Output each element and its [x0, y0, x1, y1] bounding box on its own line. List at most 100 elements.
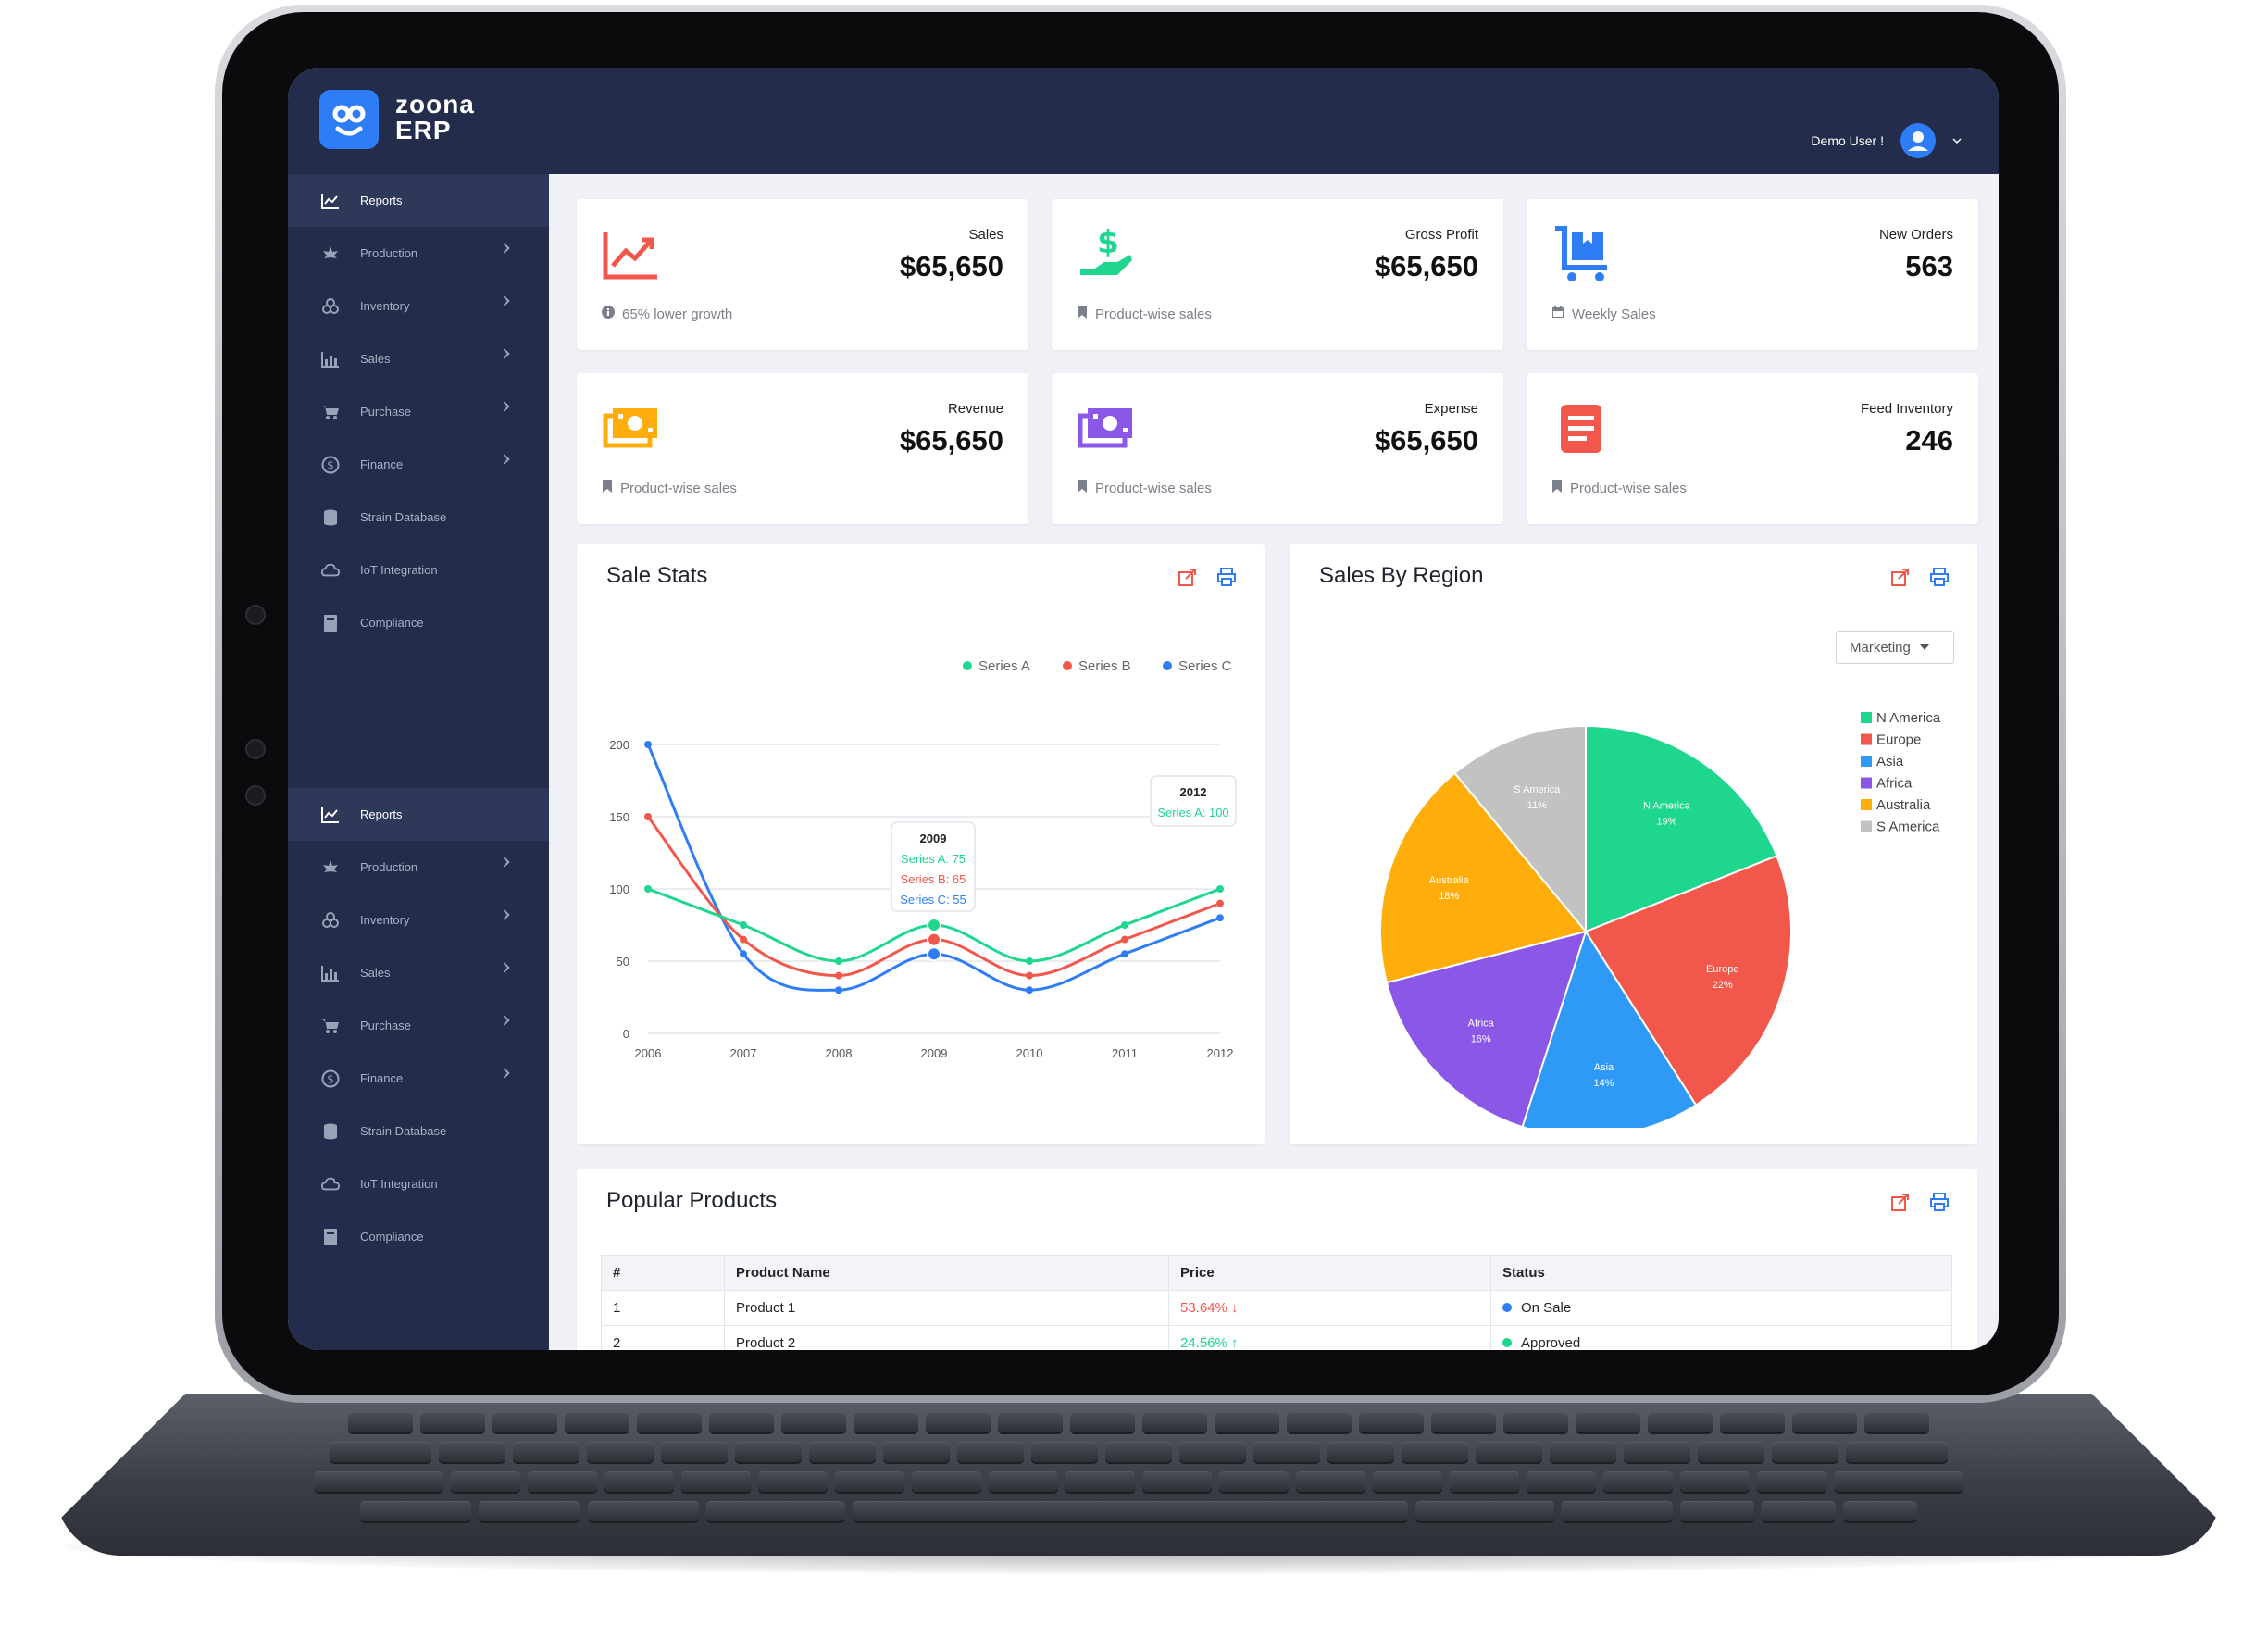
legend-label: N America — [1876, 710, 1941, 726]
pie-slice-australia[interactable] — [1379, 771, 1588, 984]
data-point — [1216, 914, 1224, 922]
pie-slice-europe[interactable] — [1584, 854, 1792, 1107]
sidebar-item-compliance[interactable]: Compliance — [288, 596, 549, 649]
keyboard-row — [56, 1501, 2222, 1521]
data-point — [1121, 950, 1128, 958]
bookmark-icon — [602, 480, 613, 496]
sidebar-item-inventory[interactable]: Inventory — [288, 280, 549, 332]
sidebar-item-label: Sales — [360, 966, 391, 980]
main-content: Sales $65,650 65% lower growth $ Gross Profi… — [549, 174, 1999, 1350]
product-price: 24.56% ↑ — [1168, 1325, 1491, 1350]
pie-slice-asia[interactable] — [1521, 929, 1698, 1128]
data-point — [740, 921, 747, 929]
arrow-down-icon: ↓ — [1231, 1300, 1239, 1316]
column-header[interactable]: Product Name — [724, 1255, 1169, 1291]
chart-tooltip — [891, 821, 976, 912]
sidebar-item-reports[interactable]: Reports — [288, 174, 549, 227]
legend-marker — [1163, 661, 1172, 670]
sidebar-item-iot-integration[interactable]: IoT Integration — [288, 1157, 549, 1210]
share-icon[interactable] — [1890, 1192, 1911, 1212]
keyboard — [56, 1394, 2222, 1556]
tooltip-line: Series A: 75 — [901, 852, 966, 866]
chevron-down-icon[interactable] — [1952, 137, 1962, 144]
sidebar-item-finance[interactable]: $ Finance — [288, 1052, 549, 1105]
table-row[interactable]: 2 Product 2 24.56% ↑ Approved — [601, 1325, 1952, 1350]
stat-card-feed-inventory[interactable]: Feed Inventory 246 Product-wise sales — [1527, 373, 1978, 524]
data-point — [1026, 971, 1033, 980]
stat-card-revenue[interactable]: Revenue $65,650 Product-wise sales — [577, 373, 1028, 524]
stat-footer: Product-wise sales — [1551, 480, 1687, 496]
svg-text:$: $ — [327, 458, 334, 471]
avatar[interactable] — [1900, 123, 1936, 158]
x-tick-label: 2006 — [635, 1046, 662, 1060]
legend-label: Australia — [1876, 797, 1931, 813]
logo-icon[interactable] — [319, 90, 379, 149]
money-hand-icon: $ — [1077, 224, 1136, 284]
sidebar-item-inventory[interactable]: Inventory — [288, 894, 549, 946]
print-icon[interactable] — [1929, 1192, 1950, 1212]
column-header[interactable]: Price — [1168, 1255, 1491, 1291]
column-header[interactable]: # — [601, 1255, 725, 1291]
pie-slice-s-america[interactable] — [1453, 724, 1587, 934]
sale-stats-chart: 0 50 100 150 200 2006 2007 2008 2009 2010 2011 2012… — [609, 658, 1237, 1060]
sidebar-item-label: Reports — [360, 807, 403, 821]
sidebar-item-purchase[interactable]: Purchase — [288, 999, 549, 1052]
sales-by-region-title: Sales By Region — [1319, 563, 1484, 588]
stat-label: New Orders — [1878, 227, 1953, 243]
sidebar-item-sales[interactable]: Sales — [288, 332, 549, 385]
sidebar-item-label: Finance — [360, 457, 404, 471]
product-status: Approved — [1490, 1325, 1952, 1350]
brand-name[interactable]: zoona ERP — [395, 92, 475, 144]
user-menu[interactable]: Demo User ! — [1811, 123, 1962, 158]
bar-chart-icon — [321, 350, 340, 369]
stat-footer-text: Product-wise sales — [1095, 306, 1212, 322]
sidebar-item-reports[interactable]: Reports — [288, 788, 549, 841]
camera-icon — [245, 785, 266, 806]
legend-label: Europe — [1876, 732, 1921, 748]
chevron-right-icon — [499, 909, 510, 920]
stat-card-new-orders[interactable]: New Orders 563 Weekly Sales — [1527, 199, 1978, 350]
stat-card-expense[interactable]: Expense $65,650 Product-wise sales — [1052, 373, 1503, 524]
data-point — [644, 741, 652, 748]
x-tick-label: 2009 — [921, 1046, 948, 1060]
keyboard-row — [56, 1412, 2222, 1432]
data-point — [644, 885, 652, 893]
pie-slice-n-america[interactable] — [1585, 724, 1778, 933]
legend-marker — [1861, 733, 1872, 745]
sale-stats-title: Sale Stats — [606, 563, 708, 588]
product-price: 53.64% ↓ — [1168, 1290, 1491, 1326]
sidebar-item-compliance[interactable]: Compliance — [288, 1210, 549, 1263]
stat-card-sales[interactable]: Sales $65,650 65% lower growth — [577, 199, 1028, 350]
table-header-row: # Product Name Price Status — [601, 1255, 1952, 1291]
sidebar-item-strain-database[interactable]: Strain Database — [288, 1105, 549, 1157]
status-dot — [1502, 1303, 1512, 1312]
region-dropdown[interactable]: Marketing — [1836, 631, 1954, 664]
share-icon[interactable] — [1178, 567, 1198, 587]
print-icon[interactable] — [1929, 567, 1950, 587]
legend-label: Series C — [1178, 658, 1232, 674]
camera-icon — [245, 605, 266, 625]
leaf-icon — [321, 244, 340, 263]
sidebar-item-strain-database[interactable]: Strain Database — [288, 491, 549, 544]
stat-value: $65,650 — [1374, 424, 1478, 457]
sidebar-item-production[interactable]: Production — [288, 227, 549, 280]
stat-footer-text: Product-wise sales — [1570, 480, 1687, 496]
legend-marker — [1861, 799, 1872, 810]
column-header[interactable]: Status — [1490, 1255, 1952, 1291]
sidebar-item-label: Compliance — [360, 1230, 424, 1244]
chevron-right-icon — [499, 401, 510, 412]
sidebar-item-iot-integration[interactable]: IoT Integration — [288, 544, 549, 596]
pie-slice-africa[interactable] — [1385, 930, 1588, 1128]
share-icon[interactable] — [1890, 567, 1911, 587]
sidebar-item-finance[interactable]: $ Finance — [288, 438, 549, 491]
table-row[interactable]: 1 Product 1 53.64% ↓ On Sale — [601, 1290, 1952, 1326]
sidebar-item-sales[interactable]: Sales — [288, 946, 549, 999]
sidebar-item-purchase[interactable]: Purchase — [288, 385, 549, 438]
y-tick-label: 200 — [609, 738, 629, 752]
tablet-device: zoona ERP Demo User ! Reports Production I… — [215, 5, 2066, 1403]
print-icon[interactable] — [1216, 567, 1237, 587]
app-screen: zoona ERP Demo User ! Reports Production I… — [288, 68, 1999, 1350]
sidebar-item-label: Strain Database — [360, 510, 447, 524]
stat-card-gross-profit[interactable]: $ Gross Profit $65,650 Product-wise sales — [1052, 199, 1503, 350]
sidebar-item-production[interactable]: Production — [288, 841, 549, 894]
